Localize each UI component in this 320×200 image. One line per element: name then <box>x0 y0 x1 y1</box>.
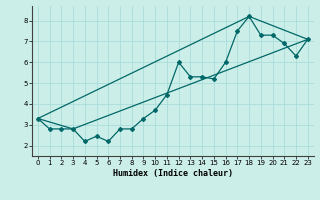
X-axis label: Humidex (Indice chaleur): Humidex (Indice chaleur) <box>113 169 233 178</box>
